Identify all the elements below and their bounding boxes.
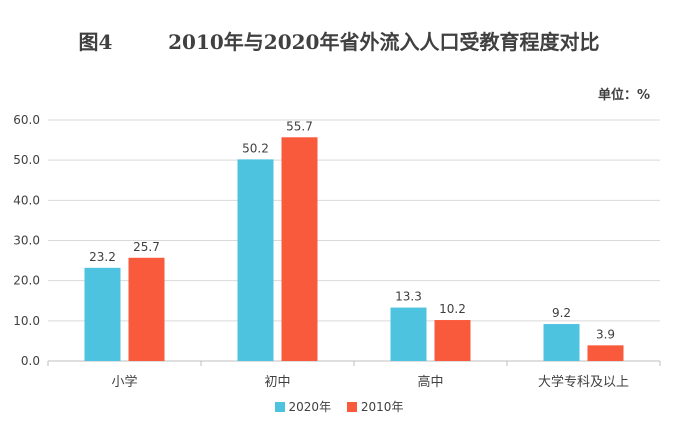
bar-2020 [84, 267, 121, 361]
legend-label-2010: 2010年 [360, 400, 404, 414]
data-label: 55.7 [286, 119, 313, 133]
data-label: 50.2 [242, 141, 269, 155]
bar-2010 [281, 137, 318, 361]
y-tick-label: 40.0 [13, 193, 40, 207]
x-tick-label: 小学 [111, 374, 137, 390]
data-label: 13.3 [395, 290, 422, 304]
legend-swatch-2010 [346, 401, 357, 412]
data-label: 10.2 [439, 302, 466, 316]
data-label: 3.9 [596, 327, 615, 341]
legend: 2020年 2010年 [0, 398, 678, 415]
bar-2020 [390, 307, 427, 361]
bar-2010 [128, 257, 165, 361]
data-label: 23.2 [89, 250, 116, 264]
unit-label: 单位：% [597, 88, 650, 103]
bar-2020 [237, 159, 274, 361]
legend-item-2020: 2020年 [274, 398, 332, 415]
y-tick-label: 50.0 [13, 153, 40, 167]
y-tick-label: 30.0 [13, 234, 40, 248]
y-tick-label: 10.0 [13, 314, 40, 328]
bar-2020 [543, 324, 580, 361]
x-tick-label: 初中 [264, 375, 290, 390]
legend-swatch-2020 [274, 401, 285, 412]
y-tick-label: 60.0 [13, 113, 40, 127]
bar-2010 [434, 320, 471, 361]
data-label: 9.2 [552, 306, 571, 320]
legend-label-2020: 2020年 [288, 400, 332, 414]
y-tick-label: 0.0 [21, 354, 40, 368]
y-tick-label: 20.0 [13, 274, 40, 288]
x-tick-label: 大学专科及以上 [538, 374, 629, 390]
x-tick-label: 高中 [417, 374, 443, 390]
legend-item-2010: 2010年 [346, 398, 404, 415]
chart-title: 图4 2010年与2020年省外流入人口受教育程度对比 [78, 30, 600, 54]
data-label: 25.7 [133, 240, 160, 254]
bar-2010 [587, 345, 624, 361]
